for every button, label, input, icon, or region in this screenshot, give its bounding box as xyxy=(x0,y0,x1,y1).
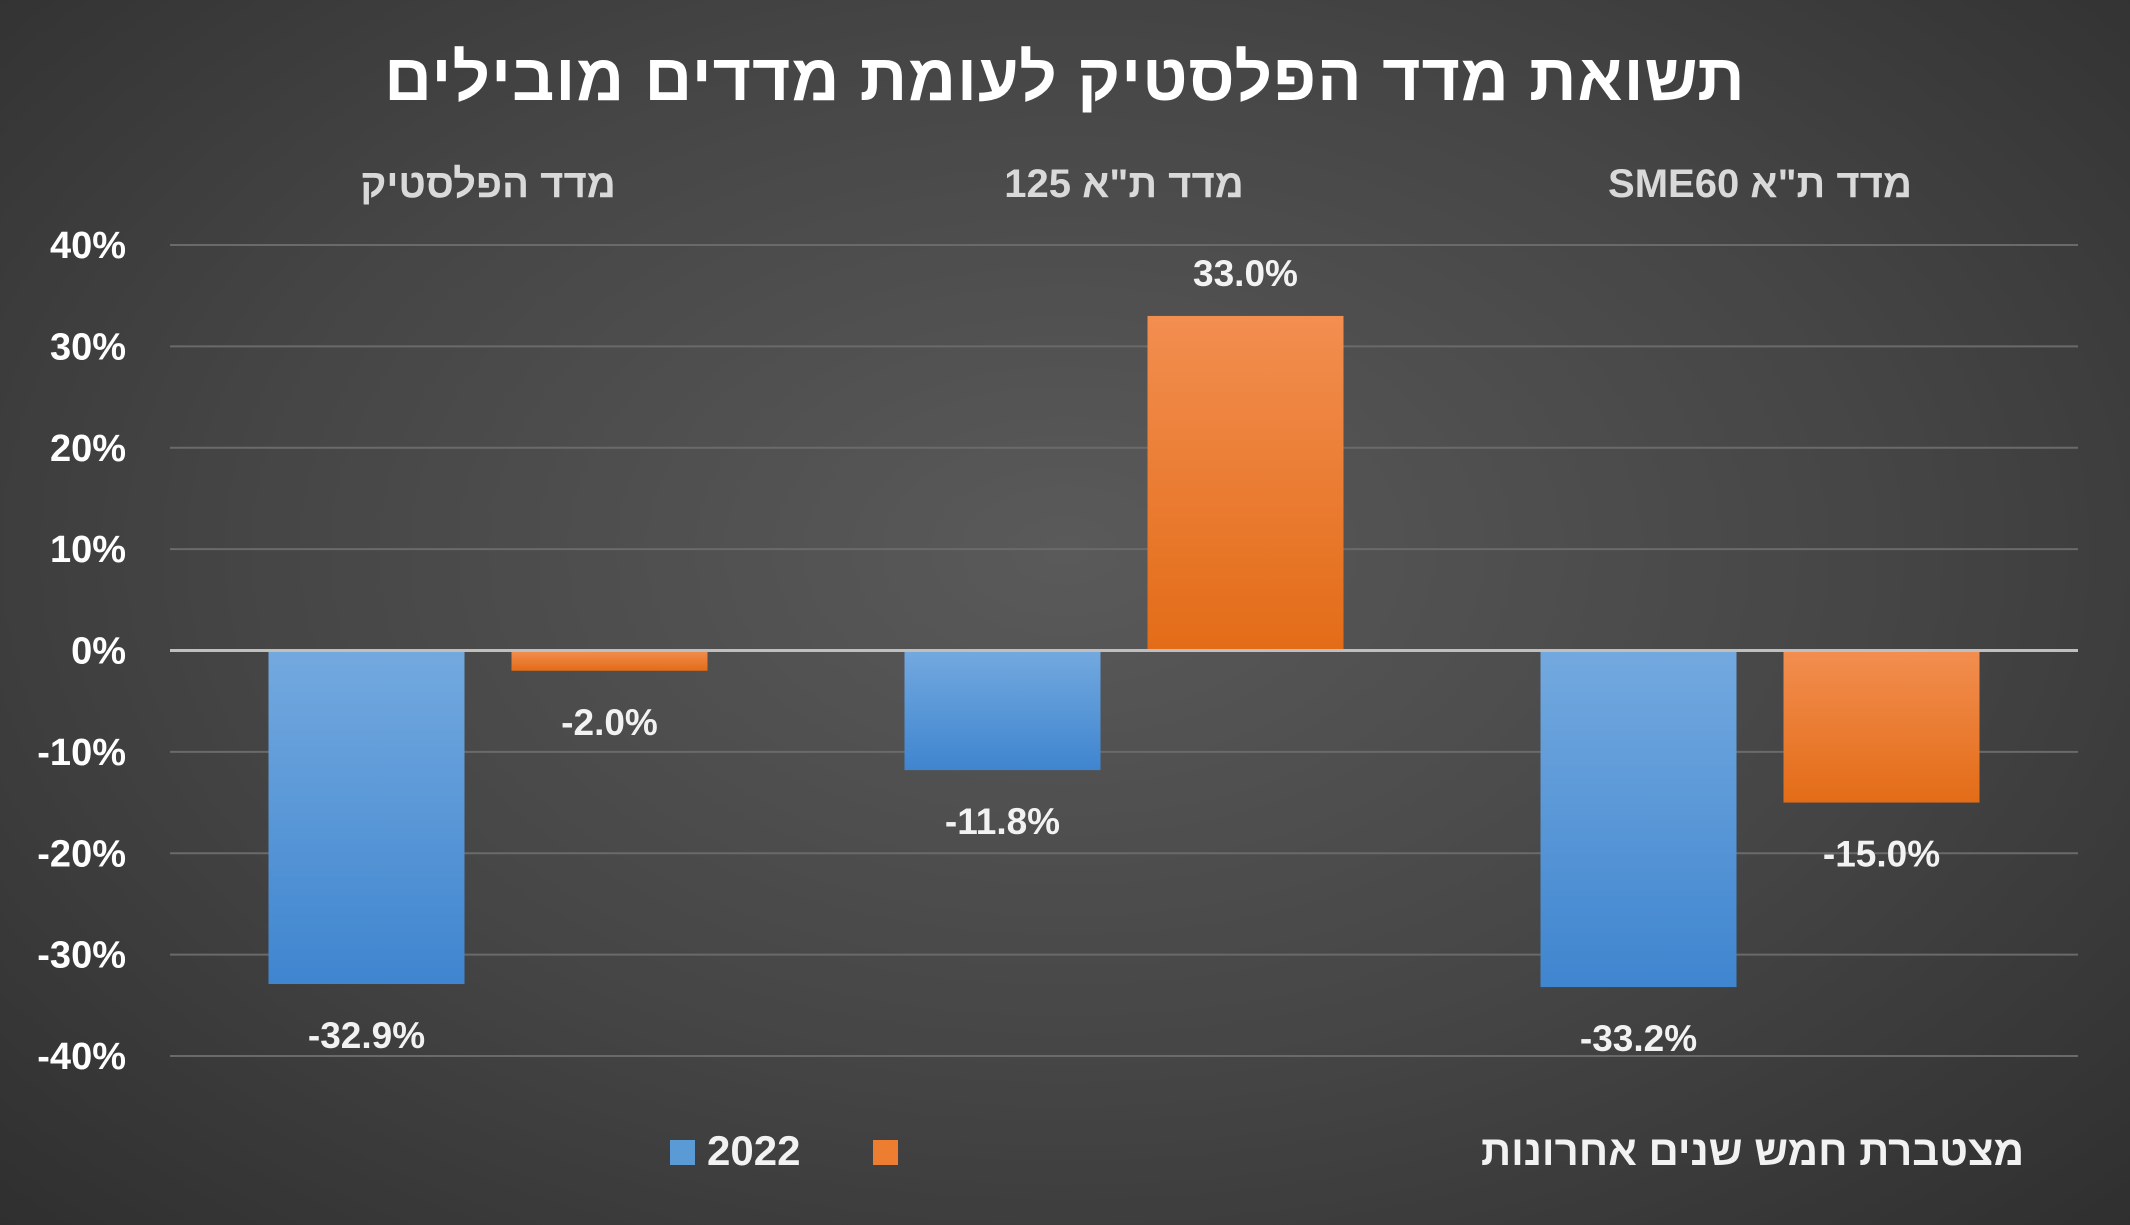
bar-series-2022 xyxy=(1541,651,1737,988)
data-label: -15.0% xyxy=(1823,834,1940,875)
bar-series-5yr xyxy=(1784,651,1980,803)
y-tick-label: -20% xyxy=(37,833,126,875)
y-tick-label: 40% xyxy=(50,225,126,267)
legend-swatch-2022 xyxy=(670,1140,695,1165)
legend-label-5yr: מצטברת חמש שנים אחרונות xyxy=(1481,1127,2024,1174)
y-tick-label: -10% xyxy=(37,732,126,774)
legend: 2022 מצטברת חמש שנים אחרונות xyxy=(670,1127,2024,1174)
chart-container: תשואת מדד הפלסטיק לעומת מדדים מובילים 40… xyxy=(0,0,2130,1225)
y-tick-label: 10% xyxy=(50,529,126,571)
category-label: מדד הפלסטיק xyxy=(360,162,616,206)
data-label: 33.0% xyxy=(1193,253,1298,294)
chart-title: תשואת מדד הפלסטיק לעומת מדדים מובילים xyxy=(384,40,1745,114)
bar-series-5yr xyxy=(512,651,708,671)
bar-series-5yr xyxy=(1148,316,1344,651)
y-tick-label: 20% xyxy=(50,428,126,470)
data-label: -11.8% xyxy=(945,801,1060,842)
data-label: -2.0% xyxy=(561,702,658,743)
category-labels: מדד ת"א SME60 מדד ת"א 125 מדד הפלסטיק xyxy=(360,162,1912,206)
legend-label-2022: 2022 xyxy=(707,1127,800,1174)
y-tick-label: 30% xyxy=(50,326,126,368)
category-label: מדד ת"א 125 xyxy=(1004,162,1244,206)
data-label: -32.9% xyxy=(308,1015,425,1056)
bar-series-2022 xyxy=(905,651,1101,771)
y-tick-label: 0% xyxy=(71,631,126,673)
y-tick-label: -40% xyxy=(37,1036,126,1078)
y-axis-ticks: 40% 30% 20% 10% 0% -10% -20% -30% -40% xyxy=(37,225,126,1078)
data-label: -33.2% xyxy=(1580,1018,1697,1059)
y-tick-label: -30% xyxy=(37,935,126,977)
bar-series-2022 xyxy=(269,651,465,985)
category-label: מדד ת"א SME60 xyxy=(1608,162,1912,206)
bar-chart: תשואת מדד הפלסטיק לעומת מדדים מובילים 40… xyxy=(0,0,2130,1225)
legend-swatch-5yr xyxy=(873,1140,898,1165)
